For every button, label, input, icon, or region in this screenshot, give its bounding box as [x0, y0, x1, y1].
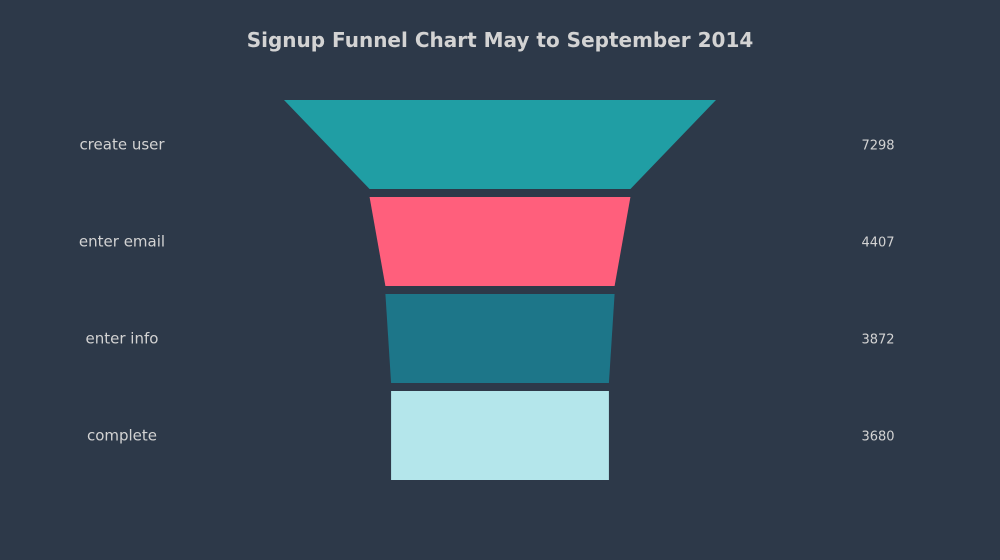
stage-value-label: 3872: [861, 333, 894, 348]
funnel-stage-enter-email: [369, 197, 631, 286]
stage-label: enter email: [79, 233, 165, 251]
funnel-stage-complete: [391, 391, 609, 480]
funnel-stage-create-user: [284, 100, 716, 189]
stage-value-label: 7298: [861, 139, 894, 154]
funnel-stage-enter-info: [385, 294, 615, 383]
stage-label: create user: [79, 136, 165, 154]
stage-value-label: 3680: [861, 430, 894, 445]
stage-label: enter info: [86, 330, 159, 348]
stage-label: complete: [87, 427, 157, 445]
stage-value-label: 4407: [861, 236, 894, 251]
chart-title: Signup Funnel Chart May to September 201…: [246, 28, 754, 52]
